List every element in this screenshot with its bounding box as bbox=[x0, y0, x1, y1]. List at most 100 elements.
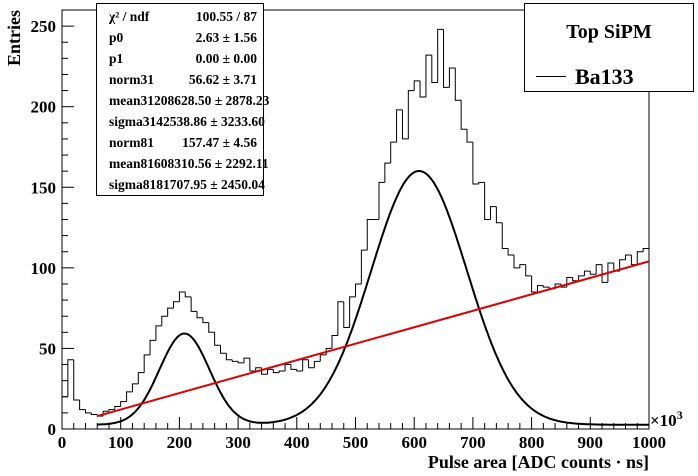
histogram-bin bbox=[478, 181, 485, 185]
histogram-bin bbox=[202, 317, 209, 324]
histogram-bin bbox=[583, 270, 591, 276]
histogram-bin bbox=[560, 283, 567, 288]
y-axis-label: Entries bbox=[4, 10, 24, 66]
histogram-bin bbox=[490, 206, 497, 220]
histogram-bin bbox=[249, 358, 256, 372]
y-tick-label: 150 bbox=[31, 178, 57, 197]
histogram-bin bbox=[542, 285, 550, 288]
histogram-bin bbox=[519, 264, 526, 268]
histogram-bin bbox=[108, 409, 115, 412]
histogram-bin bbox=[513, 254, 520, 269]
stats-value: 208628.50 ± 2878.23 bbox=[154, 93, 270, 108]
histogram-bin bbox=[214, 332, 221, 346]
stats-value: 42538.86 ± 3233.60 bbox=[156, 114, 265, 129]
histogram-bin bbox=[595, 264, 603, 275]
stats-label: p1 bbox=[109, 51, 124, 66]
stats-value: 608310.56 ± 2292.11 bbox=[154, 156, 269, 171]
histogram-bin bbox=[396, 109, 403, 143]
histogram-bin bbox=[190, 296, 198, 312]
histogram-bin bbox=[266, 368, 274, 375]
histogram-bin bbox=[384, 162, 391, 183]
histogram-bin bbox=[161, 315, 168, 326]
histogram-bin bbox=[67, 359, 74, 397]
x-axis-exponent-power: 3 bbox=[677, 408, 683, 422]
histogram-bin bbox=[90, 412, 98, 415]
x-tick-label: 300 bbox=[225, 433, 251, 452]
histogram-bin bbox=[454, 68, 462, 101]
histogram-bin bbox=[84, 409, 92, 414]
histogram-bin bbox=[225, 353, 233, 361]
histogram-bin bbox=[390, 141, 397, 164]
histogram-bin bbox=[149, 339, 156, 355]
histogram-bin bbox=[507, 248, 514, 256]
fit-stats-box: χ² / ndf 100.55 / 87 p0 2.63 ± 1.56 p1 0.00… bbox=[96, 3, 269, 196]
stats-row: mean31 208628.50 ± 2878.23 bbox=[109, 90, 269, 111]
histogram-bin bbox=[313, 360, 321, 368]
histogram-bin bbox=[155, 325, 162, 341]
histogram-bin bbox=[243, 357, 250, 363]
legend-entry-label: Ba133 bbox=[575, 64, 634, 89]
stats-value: 157.47 ± 4.56 bbox=[182, 135, 257, 150]
y-tick-label: 100 bbox=[31, 259, 57, 278]
histogram-bin bbox=[219, 345, 227, 354]
x-tick-label: 500 bbox=[343, 433, 369, 452]
histogram-bin bbox=[607, 262, 614, 283]
histogram-bin bbox=[272, 369, 280, 374]
legend-title: Top SiPM bbox=[566, 21, 652, 43]
y-tick-label: 0 bbox=[48, 420, 57, 439]
stats-label: p0 bbox=[109, 30, 124, 45]
histogram-bin bbox=[531, 275, 538, 293]
histogram-bin bbox=[378, 181, 385, 220]
histogram-bin bbox=[366, 219, 374, 251]
histogram-bin bbox=[73, 359, 80, 401]
histogram-bin bbox=[178, 291, 186, 302]
legend-box: Top SiPM Ba133 bbox=[524, 3, 694, 92]
stats-label: sigma31 bbox=[109, 114, 157, 129]
x-tick-label: 900 bbox=[578, 433, 604, 452]
stats-row: sigma31 42538.86 ± 3233.60 bbox=[109, 111, 265, 132]
histogram-bin bbox=[255, 367, 262, 371]
x-tick-label: 700 bbox=[460, 433, 486, 452]
stats-value: 81707.95 ± 2450.04 bbox=[156, 177, 265, 192]
histogram-bin bbox=[237, 361, 244, 364]
stats-value: 56.62 ± 3.71 bbox=[188, 72, 257, 87]
x-axis-exponent-label: ×103 bbox=[650, 408, 683, 430]
histogram-bin bbox=[349, 296, 356, 328]
stats-row: norm81 157.47 ± 4.56 bbox=[109, 132, 257, 153]
histogram-bin bbox=[278, 370, 286, 373]
histogram-bin bbox=[120, 401, 127, 407]
x-tick-label: 600 bbox=[401, 433, 427, 452]
histogram-bin bbox=[114, 405, 121, 410]
stats-row: mean81 608310.56 ± 2292.11 bbox=[109, 153, 269, 174]
histogram-bin bbox=[173, 301, 180, 309]
histogram-bin bbox=[443, 29, 450, 88]
histogram-bin bbox=[196, 311, 203, 319]
histogram-bin bbox=[501, 222, 509, 250]
histogram-bin bbox=[572, 277, 579, 282]
histogram-bin bbox=[208, 322, 215, 333]
histogram-bin bbox=[419, 80, 426, 98]
x-axis-label: Pulse area [ADC counts · ns] bbox=[428, 452, 649, 472]
legend-line-swatch bbox=[536, 76, 566, 77]
histogram-bin bbox=[601, 264, 608, 283]
histogram-bin bbox=[630, 254, 638, 266]
histogram-bin bbox=[495, 206, 503, 224]
stats-label: norm31 bbox=[109, 72, 154, 87]
histogram-bin bbox=[578, 275, 585, 281]
histogram-bin bbox=[407, 90, 415, 139]
histogram-bin bbox=[536, 285, 544, 293]
histogram-bin bbox=[343, 301, 350, 328]
histogram-bin bbox=[589, 271, 597, 275]
histogram-bin bbox=[472, 142, 479, 185]
histogram-bin bbox=[308, 359, 315, 369]
stats-label: mean31 bbox=[109, 93, 154, 108]
stats-row: p0 2.63 ± 1.56 bbox=[109, 27, 257, 48]
histogram-bin bbox=[360, 249, 368, 284]
histogram-bin bbox=[231, 359, 239, 362]
histogram-bin bbox=[448, 67, 456, 88]
histogram-bin bbox=[167, 307, 174, 317]
histogram-bin bbox=[184, 292, 192, 298]
stats-label: mean81 bbox=[109, 156, 154, 171]
histogram-bin bbox=[290, 364, 297, 370]
